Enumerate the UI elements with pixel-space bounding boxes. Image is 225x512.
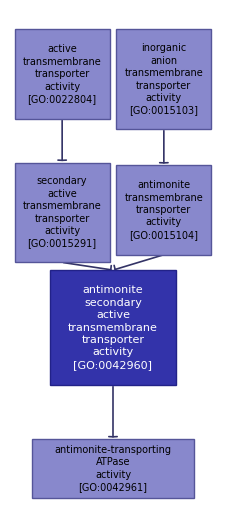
FancyBboxPatch shape bbox=[32, 439, 194, 498]
Text: inorganic
anion
transmembrane
transporter
activity
[GO:0015103]: inorganic anion transmembrane transporte… bbox=[124, 44, 202, 115]
FancyBboxPatch shape bbox=[15, 163, 109, 263]
Text: antimonite
secondary
active
transmembrane
transporter
activity
[GO:0042960]: antimonite secondary active transmembran… bbox=[68, 286, 157, 370]
FancyBboxPatch shape bbox=[50, 270, 176, 385]
Text: antimonite-transporting
ATPase
activity
[GO:0042961]: antimonite-transporting ATPase activity … bbox=[54, 445, 171, 492]
FancyBboxPatch shape bbox=[116, 165, 210, 255]
Text: active
transmembrane
transporter
activity
[GO:0022804]: active transmembrane transporter activit… bbox=[23, 45, 101, 104]
FancyBboxPatch shape bbox=[15, 30, 109, 119]
Text: antimonite
transmembrane
transporter
activity
[GO:0015104]: antimonite transmembrane transporter act… bbox=[124, 180, 202, 240]
FancyBboxPatch shape bbox=[116, 30, 210, 130]
Text: secondary
active
transmembrane
transporter
activity
[GO:0015291]: secondary active transmembrane transport… bbox=[23, 177, 101, 248]
